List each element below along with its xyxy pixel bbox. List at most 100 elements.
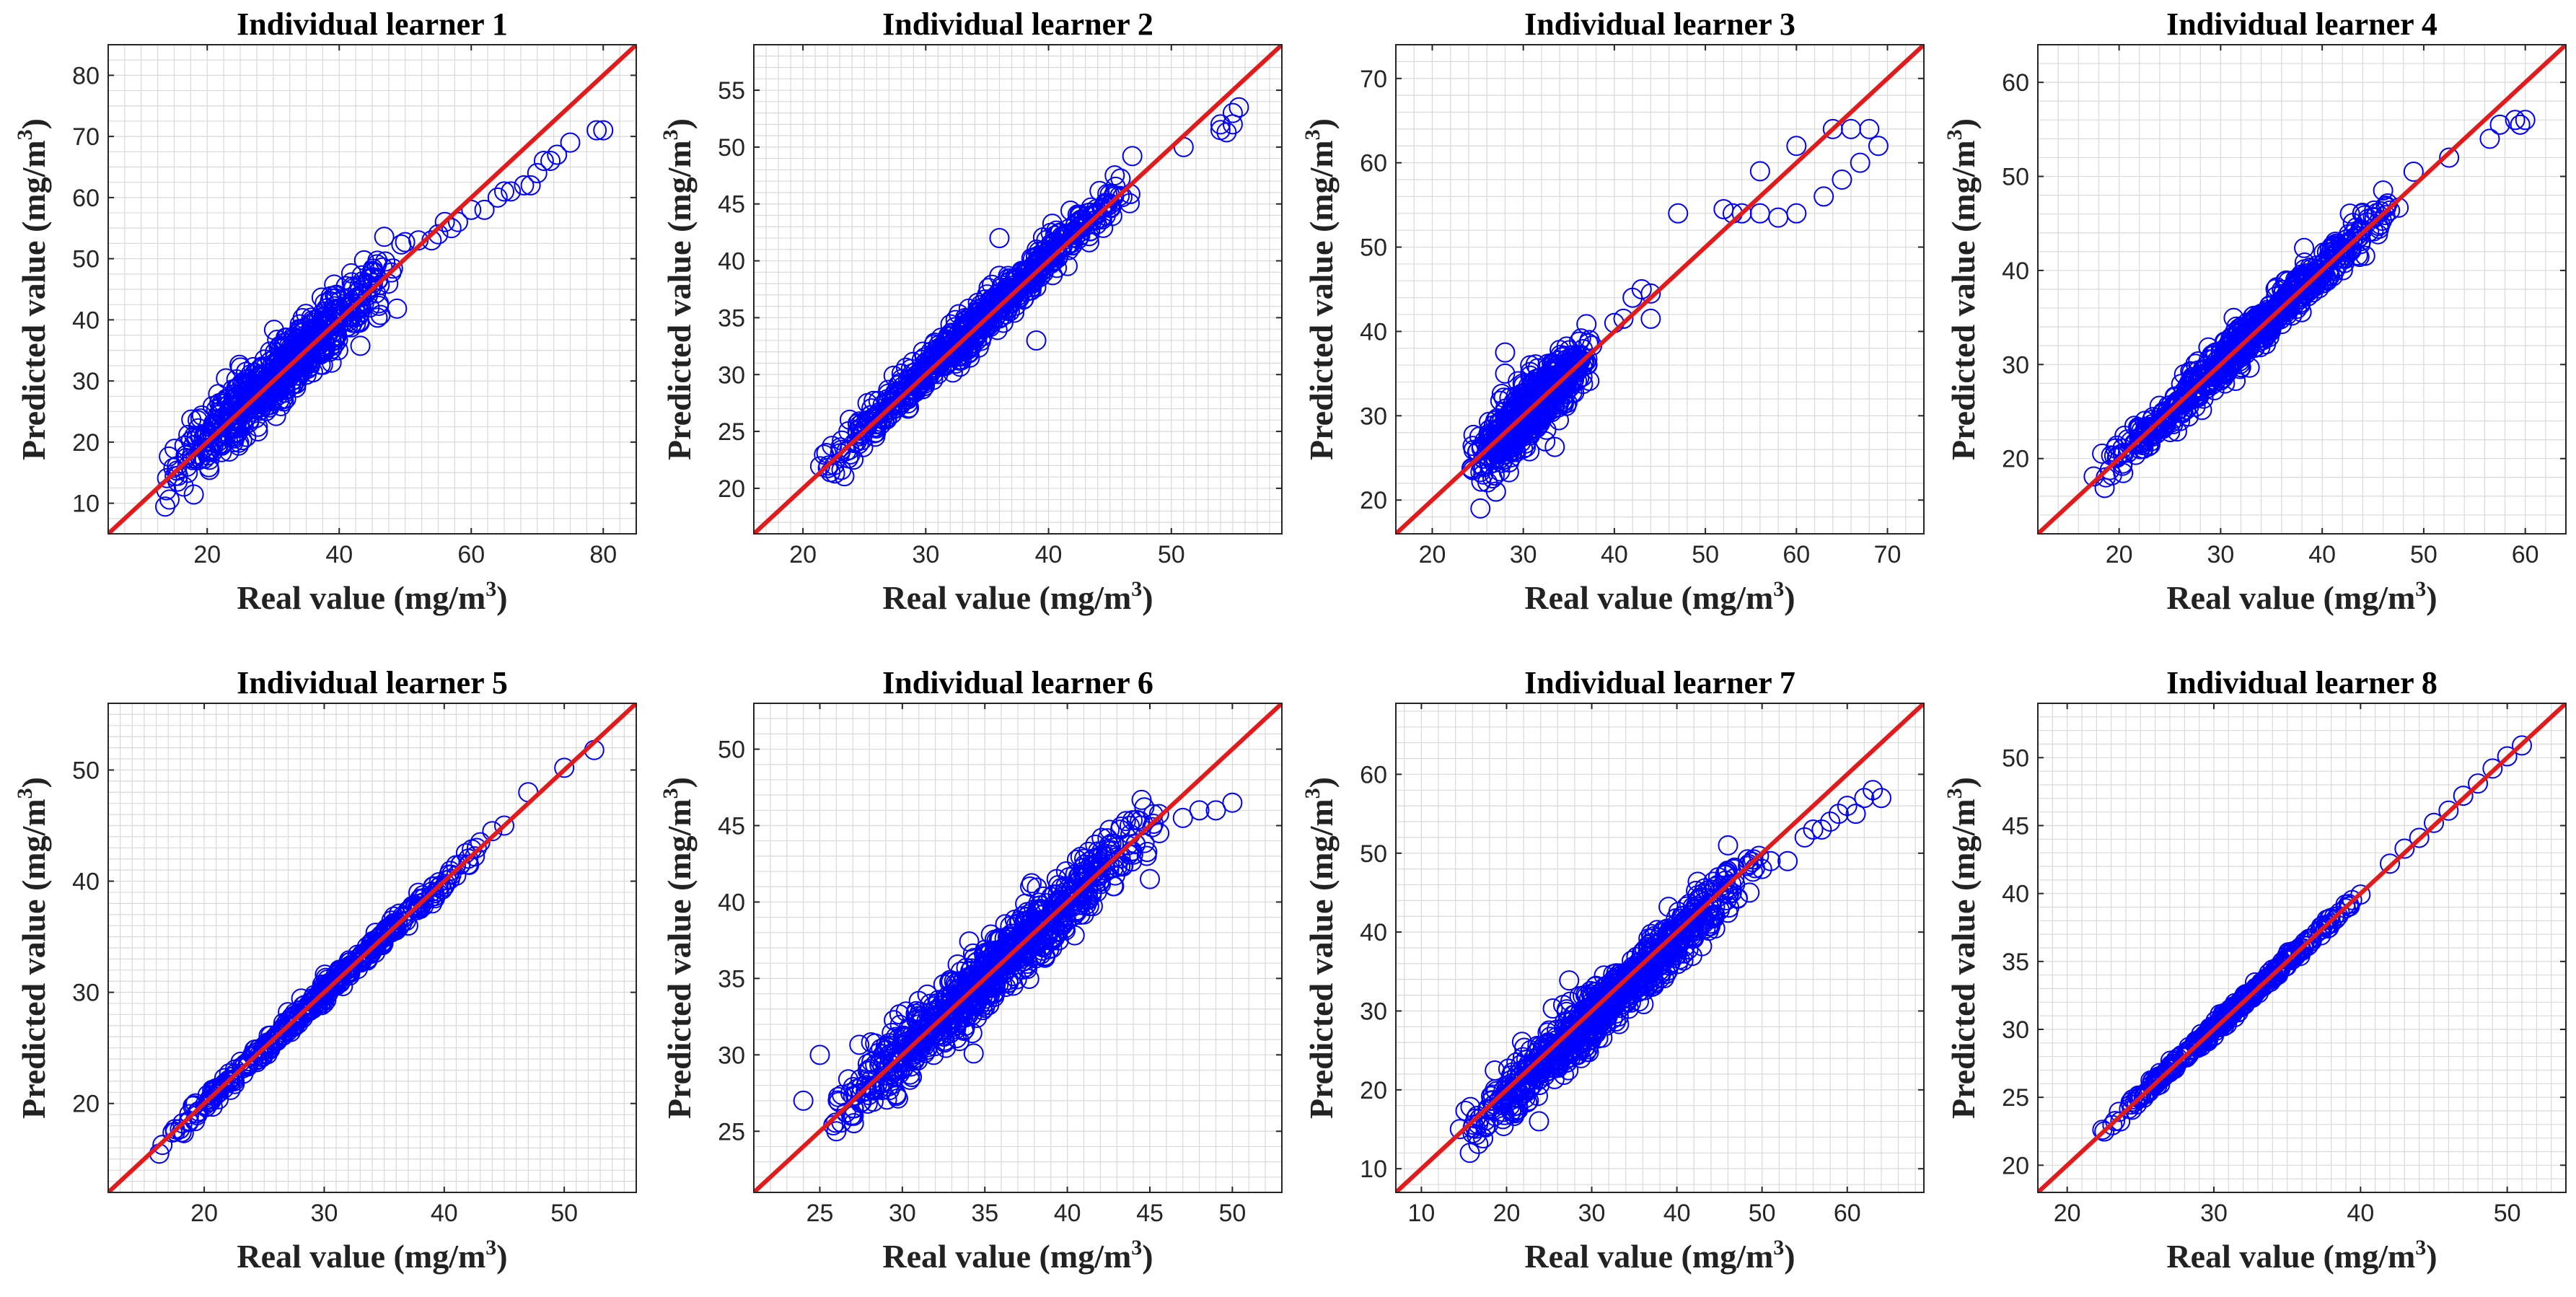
- data-point: [2489, 114, 2510, 135]
- data-point: [1070, 846, 1091, 867]
- data-point: [968, 313, 989, 334]
- x-tick-label: 30: [912, 541, 939, 568]
- data-point: [2205, 361, 2226, 382]
- data-point: [2380, 200, 2401, 221]
- data-point: [1097, 828, 1118, 849]
- y-tick-label: 40: [2002, 258, 2029, 285]
- data-point: [349, 312, 370, 333]
- data-point: [1668, 203, 1689, 224]
- reference-line: [108, 703, 636, 1192]
- data-point: [446, 865, 467, 886]
- data-point: [938, 999, 959, 1020]
- data-point: [231, 402, 252, 423]
- data-point: [2150, 404, 2171, 425]
- data-point: [224, 389, 245, 410]
- data-point: [979, 995, 1000, 1016]
- y-tick-label: 60: [1360, 150, 1387, 177]
- data-point: [2141, 416, 2162, 437]
- x-axis-label: Real value (mg/m3): [882, 1236, 1153, 1275]
- data-point: [826, 1121, 847, 1142]
- data-point: [2138, 436, 2159, 457]
- data-point: [533, 151, 554, 172]
- data-point: [1036, 249, 1057, 270]
- x-tick-label: 80: [589, 541, 617, 568]
- x-axis-label: Real value (mg/m3): [237, 577, 507, 616]
- data-point: [1228, 97, 1249, 118]
- data-point: [1556, 336, 1577, 357]
- data-point: [2094, 478, 2115, 498]
- data-point: [1461, 457, 1482, 478]
- data-point: [2308, 278, 2329, 299]
- data-point: [350, 335, 371, 356]
- data-point: [243, 356, 264, 377]
- data-point: [1222, 792, 1243, 813]
- data-point: [884, 1010, 905, 1031]
- x-tick-label: 20: [190, 1200, 218, 1227]
- y-tick-label: 25: [718, 1118, 745, 1146]
- x-axis-label: Real value (mg/m3): [237, 1236, 507, 1275]
- axes-box: [107, 44, 637, 535]
- data-point: [210, 401, 231, 422]
- data-point: [1786, 136, 1807, 157]
- axes-box: [1395, 44, 1925, 535]
- data-point: [2510, 114, 2531, 135]
- data-point: [1119, 815, 1140, 836]
- data-point: [2174, 387, 2195, 408]
- x-axis-label: Real value (mg/m3): [1524, 577, 1795, 616]
- data-point: [208, 408, 229, 429]
- y-tick-label: 40: [718, 889, 745, 916]
- data-point: [1047, 247, 1068, 268]
- data-point: [1512, 373, 1533, 394]
- data-point: [1110, 816, 1131, 837]
- x-tick-label: 70: [1874, 541, 1902, 568]
- y-tick-label: 50: [1360, 234, 1387, 262]
- y-tick-label: 70: [1360, 66, 1387, 93]
- data-point: [2310, 265, 2331, 286]
- data-point: [981, 966, 1002, 987]
- y-tick-label: 55: [718, 77, 745, 105]
- data-point: [1012, 951, 1033, 972]
- data-point: [816, 443, 837, 464]
- data-point: [2332, 260, 2353, 281]
- data-point: [933, 1026, 954, 1047]
- x-tick-label: 25: [806, 1200, 834, 1227]
- y-tick-label: 40: [72, 307, 100, 334]
- data-point: [1640, 283, 1661, 304]
- chart-title: Individual learner 1: [237, 6, 508, 42]
- data-point: [2515, 110, 2536, 131]
- data-point: [2225, 371, 2246, 392]
- y-axis-label: Predicted value (mg/m3): [659, 777, 698, 1119]
- y-tick-label: 50: [718, 134, 745, 162]
- scatter-points: [2083, 110, 2536, 498]
- data-point: [1547, 358, 1568, 379]
- y-axis-label: Predicted value (mg/m3): [13, 118, 52, 460]
- y-tick-label: 20: [72, 1091, 100, 1118]
- data-point: [1508, 386, 1529, 407]
- data-point: [501, 181, 522, 202]
- x-tick-label: 40: [1054, 1200, 1081, 1227]
- data-point: [2376, 197, 2397, 218]
- data-point: [2199, 361, 2220, 382]
- data-point: [482, 821, 503, 842]
- data-point: [1495, 342, 1516, 363]
- x-tick-label: 50: [550, 1200, 578, 1227]
- data-point: [2181, 361, 2202, 382]
- data-point: [2139, 425, 2160, 446]
- data-point: [1516, 389, 1537, 410]
- data-point: [865, 426, 886, 447]
- reference-line: [754, 703, 1282, 1192]
- data-point: [423, 876, 444, 897]
- data-point: [967, 311, 988, 332]
- data-point: [326, 298, 347, 319]
- y-tick-label: 35: [718, 304, 745, 332]
- y-tick-label: 50: [72, 246, 100, 273]
- data-point: [458, 854, 479, 875]
- data-point: [849, 1034, 870, 1055]
- y-tick-label: 25: [718, 418, 745, 446]
- data-point: [1535, 370, 1556, 391]
- data-point: [1216, 122, 1237, 143]
- data-point: [1470, 462, 1491, 483]
- data-point: [395, 232, 416, 252]
- data-point: [399, 900, 420, 921]
- data-point: [1027, 877, 1047, 898]
